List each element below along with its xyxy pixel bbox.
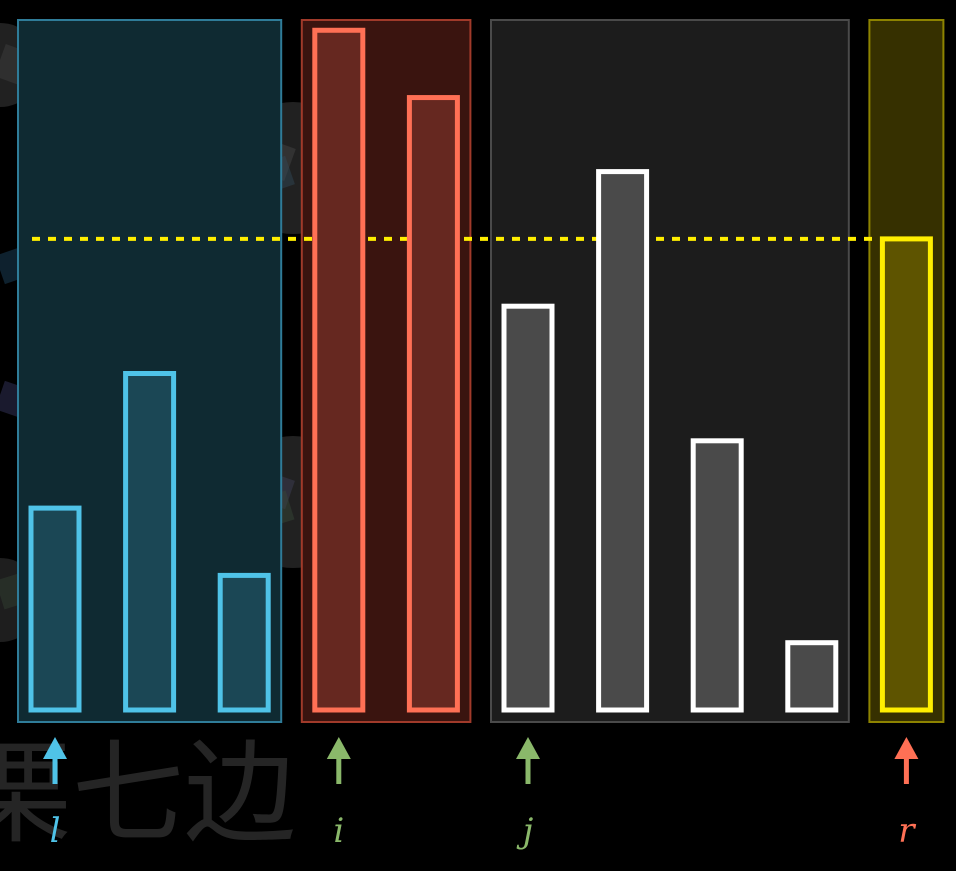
- bars: [28, 27, 933, 713]
- bar-equal: [312, 27, 366, 713]
- pointer-arrow-head: [516, 737, 540, 759]
- bar-unvisited: [596, 169, 650, 713]
- pointer-i: i: [326, 737, 351, 851]
- pointer-label: r: [898, 811, 916, 851]
- watermark: 栗七边: [0, 729, 296, 859]
- bar-equal: [406, 95, 460, 713]
- bar-pivot: [879, 236, 933, 713]
- pointer-arrow-head: [894, 737, 919, 759]
- bar-unvisited: [785, 640, 839, 713]
- bar-less: [123, 371, 177, 713]
- bar-less: [217, 572, 271, 713]
- pointer-j: j: [516, 737, 540, 851]
- pointer-arrow-head: [43, 737, 67, 759]
- pointer-label: l: [50, 811, 61, 851]
- pointer-label: j: [516, 811, 534, 851]
- pointer-l: l: [43, 737, 67, 851]
- pointer-r: r: [894, 737, 919, 851]
- pointer-label: i: [333, 811, 344, 851]
- bar-less: [28, 505, 82, 713]
- pointer-arrow-head: [326, 737, 351, 759]
- bar-unvisited: [690, 438, 744, 713]
- bar-unvisited: [501, 303, 555, 713]
